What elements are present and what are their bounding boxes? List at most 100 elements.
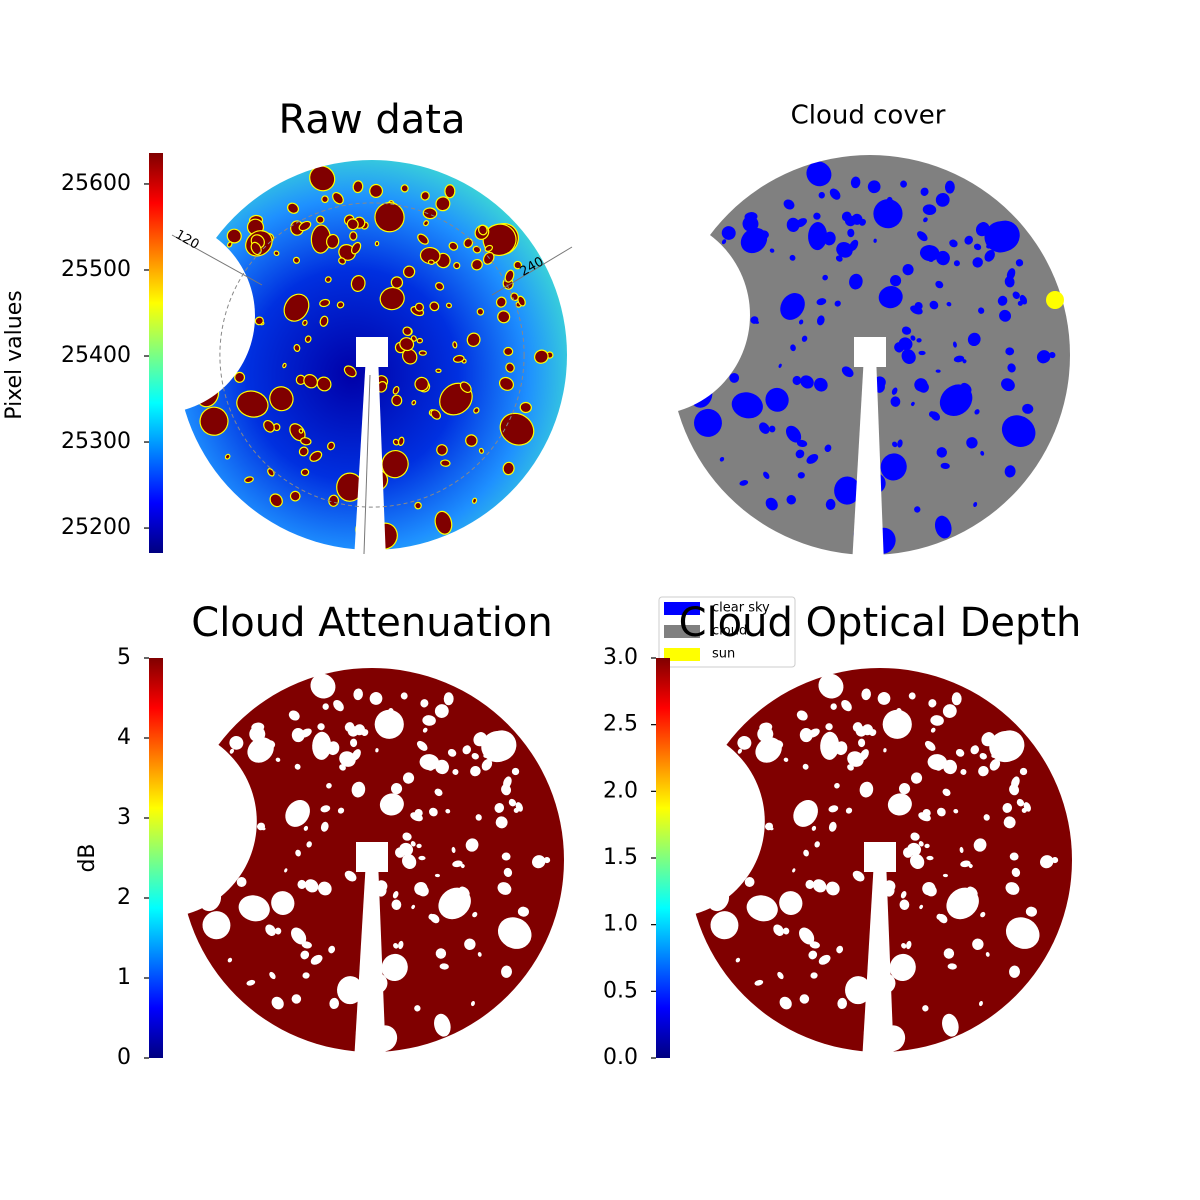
legend-swatch — [664, 625, 700, 638]
colorbar-tick-label: 25200 — [61, 515, 131, 540]
cloud-patch — [1011, 776, 1020, 789]
cloud-patch — [890, 396, 901, 407]
cloud-patch — [782, 927, 790, 935]
cloud-patch — [391, 394, 403, 407]
cloud-patch — [865, 472, 886, 494]
cloud-patch — [808, 950, 818, 960]
cloud-patch — [377, 886, 387, 897]
cloud-patch — [390, 783, 403, 795]
cloud-patch — [452, 354, 465, 363]
cloud-patch — [435, 948, 447, 959]
panel-title: Raw data — [279, 97, 466, 143]
cloud-patch — [812, 879, 827, 893]
cloud-patch — [303, 374, 318, 389]
cloud-patch — [429, 301, 440, 312]
cloud-patch — [411, 904, 415, 910]
cloud-patch — [298, 446, 309, 457]
panel-title: Cloud Optical Depth — [679, 600, 1082, 646]
cloud-patch — [470, 765, 481, 777]
cloud-patch — [803, 849, 809, 857]
cloud-patch — [329, 997, 340, 1010]
cloud-patch — [765, 822, 773, 831]
cloud-patch — [861, 688, 871, 701]
cloud-patch — [786, 217, 800, 232]
cloud-patch — [899, 899, 910, 910]
cloud-patch — [302, 319, 308, 326]
cloud-patch — [379, 793, 404, 816]
cloud-patch — [246, 979, 256, 986]
cloud-patch — [232, 850, 243, 863]
cloud-patch — [414, 302, 425, 312]
cloud-patch — [979, 222, 988, 232]
cloud-patch — [841, 366, 854, 378]
cloud-patch — [907, 842, 922, 856]
cloud-patch — [887, 793, 912, 816]
cloud-patch — [465, 838, 479, 852]
cloud-patch — [942, 788, 951, 797]
cloud-patch — [459, 381, 472, 394]
cloud-patch — [414, 808, 423, 817]
cloud-patch — [973, 243, 982, 251]
colorbar-tick-label: 25400 — [61, 343, 131, 368]
cloud-patch — [452, 860, 463, 868]
cloud-patch — [960, 382, 972, 394]
cloud-patch — [226, 228, 242, 244]
cloud-patch — [376, 381, 388, 393]
cloud-patch — [503, 346, 514, 357]
cloud-patch — [938, 913, 948, 924]
cloud-patch — [319, 315, 329, 327]
cloud-patch — [1019, 294, 1028, 305]
cloud-patch — [399, 842, 414, 856]
cloud-patch — [304, 335, 312, 343]
cloud-patch — [418, 855, 426, 861]
cloud-patch — [721, 226, 736, 240]
azimuth-line — [491, 246, 573, 296]
cloud-patch — [390, 276, 404, 289]
cloud-patch — [991, 752, 999, 758]
cloud-patch — [211, 312, 221, 322]
colorbar-label: Pixel values — [2, 290, 27, 419]
cloud-patch — [410, 841, 416, 847]
cloud-patch — [269, 493, 283, 508]
cloud-patch — [813, 212, 821, 220]
cloud-patch — [317, 881, 332, 896]
cloud-patch — [414, 881, 428, 896]
cloud-patch — [430, 409, 442, 420]
cloud-patch — [809, 941, 820, 949]
cloud-patch — [740, 850, 751, 863]
cloud-patch — [737, 748, 743, 754]
cloud-patch — [966, 437, 978, 449]
cloud-patch — [953, 355, 965, 363]
cloud-patch — [391, 899, 402, 910]
cloud-patch — [760, 749, 771, 762]
cloud-patch — [227, 957, 233, 963]
cloud-patch — [818, 191, 825, 199]
cloud-patch — [724, 345, 736, 358]
cloud-patch — [855, 725, 867, 737]
cloud-patch — [414, 376, 429, 392]
cloud-patch — [381, 953, 408, 982]
cloud-patch — [882, 709, 912, 739]
cloud-patch — [973, 838, 987, 852]
cloud-patch — [297, 879, 307, 890]
cloud-patch — [972, 938, 984, 950]
cloud-patch — [859, 749, 869, 761]
cloud-patch — [873, 238, 877, 243]
cloud-patch — [989, 758, 1001, 771]
colorbar-tick-label: 0 — [117, 1045, 131, 1070]
cloud-patch — [351, 781, 366, 798]
cloud-patch — [418, 350, 427, 356]
cloud-patch — [414, 1005, 421, 1012]
cloud-patch — [924, 843, 930, 849]
cloud-patch — [439, 963, 449, 970]
sky-image — [177, 160, 567, 550]
cloud-patch — [501, 965, 512, 978]
cloud-patch — [283, 293, 310, 322]
cloud-patch — [302, 972, 310, 979]
cloud-patch — [435, 281, 445, 291]
cloud-patch — [416, 337, 424, 344]
cloud-patch — [532, 855, 546, 869]
cloud-patch — [878, 286, 903, 309]
cloud-patch — [301, 941, 312, 949]
cloud-patch — [293, 343, 301, 352]
